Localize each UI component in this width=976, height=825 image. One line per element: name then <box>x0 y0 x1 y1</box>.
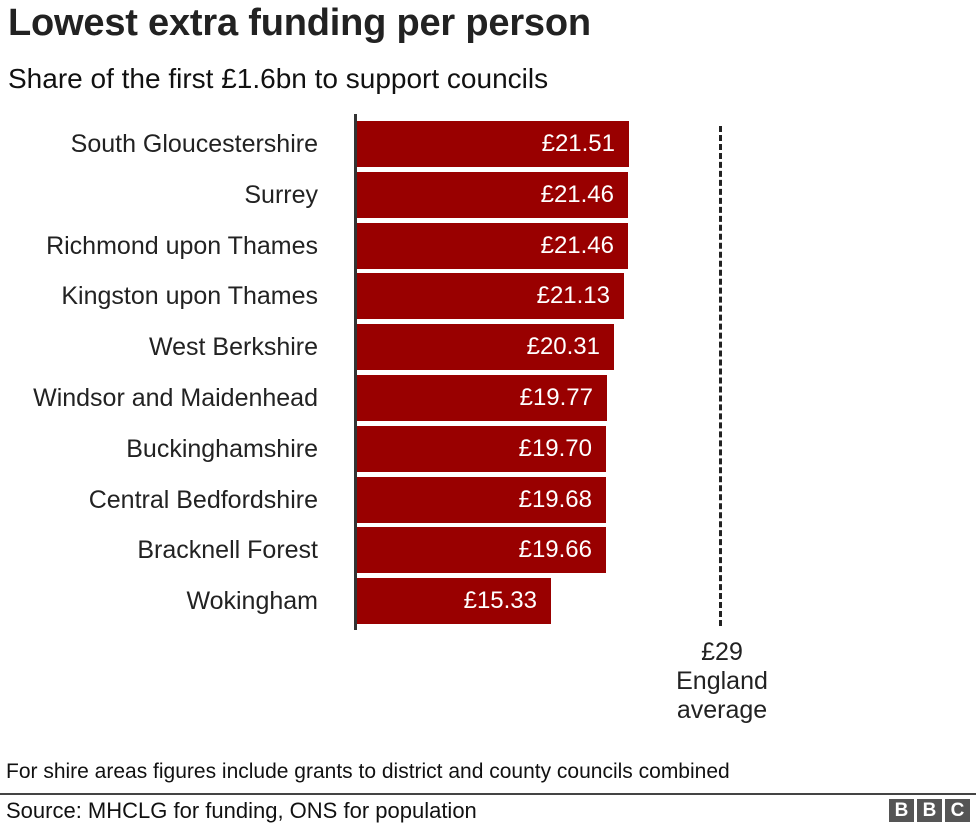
category-label: West Berkshire <box>148 333 318 361</box>
average-label-line2: average <box>676 696 768 724</box>
bar-value-label: £20.31 <box>526 333 600 360</box>
category-label: South Gloucestershire <box>70 130 318 158</box>
footer-divider <box>0 793 976 795</box>
bar: £15.33 <box>357 578 551 624</box>
bar: £21.46 <box>357 172 628 218</box>
category-label: Wokingham <box>186 587 318 615</box>
category-label: Bracknell Forest <box>137 536 318 564</box>
england-average-line <box>719 126 722 626</box>
bar: £19.77 <box>357 375 607 421</box>
bar: £19.70 <box>357 426 606 472</box>
category-label: Buckinghamshire <box>126 435 318 463</box>
bbc-logo-letter: B <box>889 799 914 822</box>
bar: £21.46 <box>357 223 628 269</box>
bbc-logo-letter: C <box>945 799 970 822</box>
source-text: Source: MHCLG for funding, ONS for popul… <box>6 798 477 823</box>
bar: £21.51 <box>357 121 629 167</box>
bar: £20.31 <box>357 324 614 370</box>
bar-value-label: £21.46 <box>540 232 614 259</box>
bar-value-label: £21.13 <box>536 282 610 309</box>
bar-value-label: £15.33 <box>463 587 537 614</box>
bar-value-label: £19.68 <box>518 486 592 513</box>
bar: £19.66 <box>357 527 606 573</box>
category-label: Kingston upon Thames <box>61 282 318 310</box>
england-average-label: £29 England average <box>662 638 782 725</box>
bar-value-label: £21.51 <box>541 130 615 157</box>
bar: £19.68 <box>357 477 606 523</box>
chart-title: Lowest extra funding per person <box>8 2 591 44</box>
chart-subtitle: Share of the first £1.6bn to support cou… <box>8 63 549 94</box>
bar-value-label: £21.46 <box>540 181 614 208</box>
bbc-logo-letter: B <box>917 799 942 822</box>
footnote: For shire areas figures include grants t… <box>6 760 730 783</box>
category-label: Windsor and Maidenhead <box>33 384 318 412</box>
category-label: Surrey <box>244 181 318 209</box>
category-label: Richmond upon Thames <box>46 232 318 260</box>
y-axis-line <box>354 114 357 630</box>
average-value: £29 <box>701 638 743 666</box>
category-label: Central Bedfordshire <box>88 486 318 514</box>
bar-value-label: £19.70 <box>518 435 592 462</box>
bar-value-label: £19.77 <box>519 384 593 411</box>
bbc-logo: B B C <box>889 799 970 822</box>
bar: £21.13 <box>357 273 624 319</box>
bar-value-label: £19.66 <box>518 536 592 563</box>
average-label-line1: England <box>676 667 768 695</box>
